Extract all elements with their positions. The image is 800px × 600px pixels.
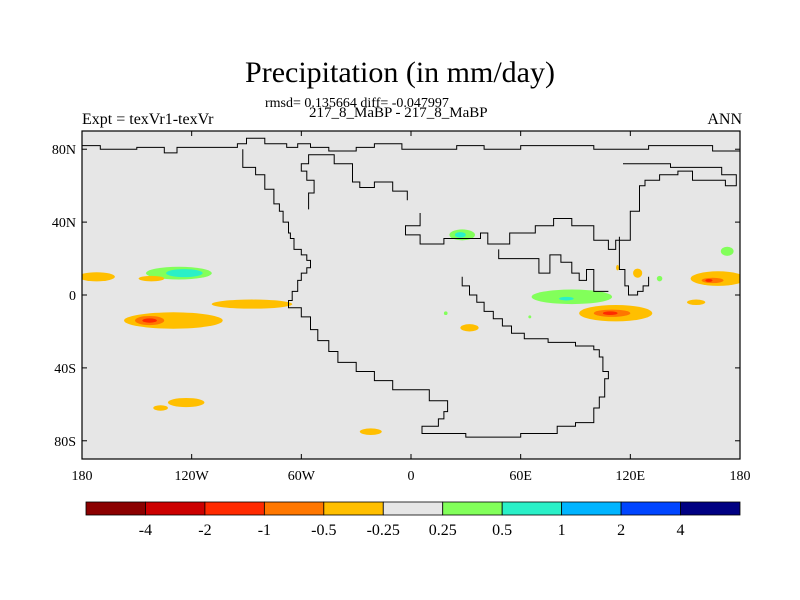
anomaly-southern-ocean-patch bbox=[167, 397, 205, 408]
y-tick-label: 80S bbox=[54, 435, 76, 450]
coastline-north-polar-coast bbox=[82, 131, 740, 154]
plot-background bbox=[82, 131, 740, 459]
anomaly-west-pacific-band-max bbox=[705, 278, 713, 282]
anomaly-mediterranean-core bbox=[454, 232, 466, 238]
colorbar-swatch bbox=[561, 501, 622, 516]
anomaly-atlantic-dot bbox=[443, 311, 448, 316]
colorbar-label: -4 bbox=[139, 522, 152, 539]
anomaly-ocean-dot bbox=[528, 315, 532, 319]
y-tick-label: 40N bbox=[52, 216, 76, 231]
x-tick-label: 180 bbox=[72, 469, 93, 484]
stats-text: rmsd= 0.135664 diff= -0.047997 bbox=[265, 96, 449, 111]
x-tick-label: 60E bbox=[509, 469, 532, 484]
x-tick-label: 180 bbox=[730, 469, 751, 484]
anomaly-arabian-dot bbox=[616, 264, 620, 271]
colorbar-label: 4 bbox=[677, 522, 685, 539]
colorbar-swatch bbox=[323, 501, 384, 516]
anomaly-east-pacific-wedge bbox=[138, 275, 165, 282]
colorbar-swatch bbox=[263, 501, 325, 516]
anomaly-south-pacific-arm bbox=[211, 299, 293, 309]
colorbar-swatch bbox=[145, 501, 206, 516]
anomaly-north-pacific-tropics-core bbox=[166, 269, 203, 278]
colorbar-swatch bbox=[680, 501, 741, 516]
anomaly-south-pacific-band-core-max bbox=[142, 318, 157, 323]
colorbar-swatch bbox=[85, 501, 146, 516]
y-tick-label: 40S bbox=[54, 362, 76, 377]
run-label: 217_8_MaBP - 217_8_MaBP bbox=[309, 105, 488, 121]
anomaly-philippine-sea bbox=[633, 268, 643, 278]
anomaly-southern-ocean-small bbox=[153, 405, 168, 411]
coastline-americas bbox=[242, 149, 609, 438]
anomaly-gulf-of-guinea bbox=[460, 324, 479, 332]
season-label: ANN bbox=[707, 111, 742, 128]
anomaly-antarctic-coast bbox=[359, 428, 382, 435]
colorbar-label: -2 bbox=[198, 522, 211, 539]
coastline-eurasia bbox=[405, 163, 737, 250]
anomaly-central-pacific-band bbox=[82, 272, 115, 282]
colorbar-swatch bbox=[501, 501, 563, 516]
colorbar-label: 1 bbox=[558, 522, 566, 539]
x-tick-label: 0 bbox=[408, 469, 415, 484]
anomaly-maritime-band-max bbox=[602, 311, 618, 316]
x-tick-label: 60W bbox=[288, 469, 316, 484]
colorbar-label: 2 bbox=[617, 522, 625, 539]
anomaly-west-pacific-small bbox=[686, 299, 706, 306]
anomaly-east-asia-patch bbox=[720, 246, 734, 256]
anomaly-tropical-green-dot bbox=[656, 275, 663, 282]
experiment-label: Expt = texVr1-texVr bbox=[82, 111, 214, 128]
chart-title: Precipitation (in mm/day) bbox=[245, 56, 555, 89]
x-tick-label: 120W bbox=[175, 469, 210, 484]
anomaly-indian-ocean-core bbox=[559, 296, 574, 301]
colorbar-label: 0.5 bbox=[492, 522, 512, 539]
coastline-middle-east bbox=[498, 249, 609, 292]
anomaly-indian-ocean-patch bbox=[531, 289, 613, 305]
colorbar-label: 0.25 bbox=[429, 522, 457, 539]
colorbar-label: -1 bbox=[258, 522, 271, 539]
coastline-southeast-asia bbox=[618, 236, 650, 296]
y-tick-label: 0 bbox=[69, 289, 76, 304]
colorbar-swatch bbox=[204, 501, 265, 516]
colorbar-swatch bbox=[382, 501, 444, 516]
colorbar-swatch bbox=[442, 501, 503, 516]
colorbar-label: -0.5 bbox=[311, 522, 336, 539]
colorbar-label: -0.25 bbox=[367, 522, 400, 539]
colorbar-swatch bbox=[620, 501, 681, 516]
y-tick-label: 80N bbox=[52, 143, 76, 158]
x-tick-label: 120E bbox=[616, 469, 646, 484]
coastline-arctic-islands bbox=[300, 154, 408, 210]
